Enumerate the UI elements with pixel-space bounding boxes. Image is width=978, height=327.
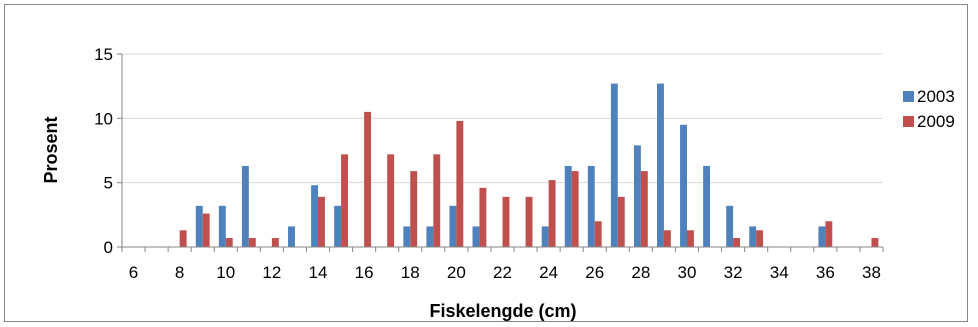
bar-2003-19 [426,226,434,247]
bar-2009-9 [202,213,210,247]
bar-2003-14 [311,185,319,247]
x-tick-label: 6 [129,263,138,282]
bar-2003-26 [587,165,595,247]
x-tick-label: 32 [724,263,743,282]
bar-2003-11 [241,165,249,247]
bar-2009-22 [502,196,510,247]
bar-2009-12 [271,237,279,247]
x-tick-label: 30 [678,263,697,282]
gridlines [122,53,883,184]
bar-2009-8 [179,230,187,247]
bar-2009-25 [571,171,579,247]
bar-2009-17 [387,154,395,247]
bar-2003-30 [680,124,687,247]
bar-2009-24 [548,180,556,247]
bar-2009-14 [318,196,325,247]
bar-2009-36 [825,221,833,247]
legend-swatch-2003 [903,91,914,102]
bar-2009-32 [733,237,741,247]
x-tick-label: 28 [631,263,650,282]
bar-2003-27 [610,83,618,248]
bar-2003-18 [403,226,411,247]
bar-2009-21 [479,187,487,247]
x-axis-label: Fiskelengde (cm) [429,301,576,321]
x-tick-label: 16 [355,263,374,282]
x-tick-label: 38 [862,263,881,282]
y-tick-labels: 0 5 10 15 [94,45,113,257]
y-tick-label: 15 [94,45,113,64]
bar-2009-30 [686,230,694,247]
legend-label: 2003 [917,87,955,106]
bar-2009-29 [663,230,671,247]
bar-2003-24 [541,226,549,247]
bar-2003-10 [218,205,226,247]
axes [117,53,884,252]
y-tick-label: 5 [104,174,113,193]
x-tick-label: 36 [816,263,835,282]
bar-2009-11 [248,237,256,247]
bar-2009-38 [871,237,879,247]
bar-2003-31 [703,165,711,247]
x-tick-label: 22 [493,263,512,282]
bar-2003-33 [749,226,757,247]
x-tick-label: 8 [175,263,184,282]
bar-2009-16 [364,111,372,248]
bar-2003-36 [818,226,826,247]
bar-series [179,83,879,248]
x-tick-label: 12 [262,263,281,282]
y-tick-label: 0 [104,238,113,257]
bar-2003-25 [564,165,572,247]
bar-2009-19 [433,154,441,247]
bar-2003-28 [633,145,641,247]
bar-2009-28 [640,171,648,247]
y-tick-label: 10 [94,109,113,128]
x-tick-labels: 6 8 10 12 14 16 18 20 22 24 26 28 30 32 34 36 38 [129,263,881,282]
x-tick-label: 24 [539,263,558,282]
y-axis-label: Prosent [41,116,61,183]
x-tick-label: 14 [309,263,328,282]
legend-swatch-2009 [903,116,914,127]
legend-label: 2009 [917,112,955,131]
bar-2009-18 [410,171,418,247]
bar-2003-29 [657,83,664,248]
bar-2003-9 [195,205,203,247]
bar-2009-23 [525,196,533,247]
legend: 2003 2009 [903,87,955,131]
bar-2003-20 [449,205,457,247]
x-tick-label: 26 [585,263,604,282]
bar-2003-13 [288,226,295,247]
bar-2003-15 [334,205,342,247]
x-tick-label: 18 [401,263,420,282]
x-tick-label: 20 [447,263,466,282]
bar-2003-32 [726,205,734,247]
bar-2009-20 [456,120,464,247]
bar-2009-27 [617,196,625,247]
bar-2009-26 [594,221,602,247]
bar-2003-21 [472,226,480,247]
bar-2009-15 [341,154,348,247]
bar-2009-10 [225,237,233,247]
x-tick-label: 10 [216,263,235,282]
bar-2009-33 [756,230,764,247]
chart-area [4,4,968,322]
x-tick-label: 34 [770,263,789,282]
